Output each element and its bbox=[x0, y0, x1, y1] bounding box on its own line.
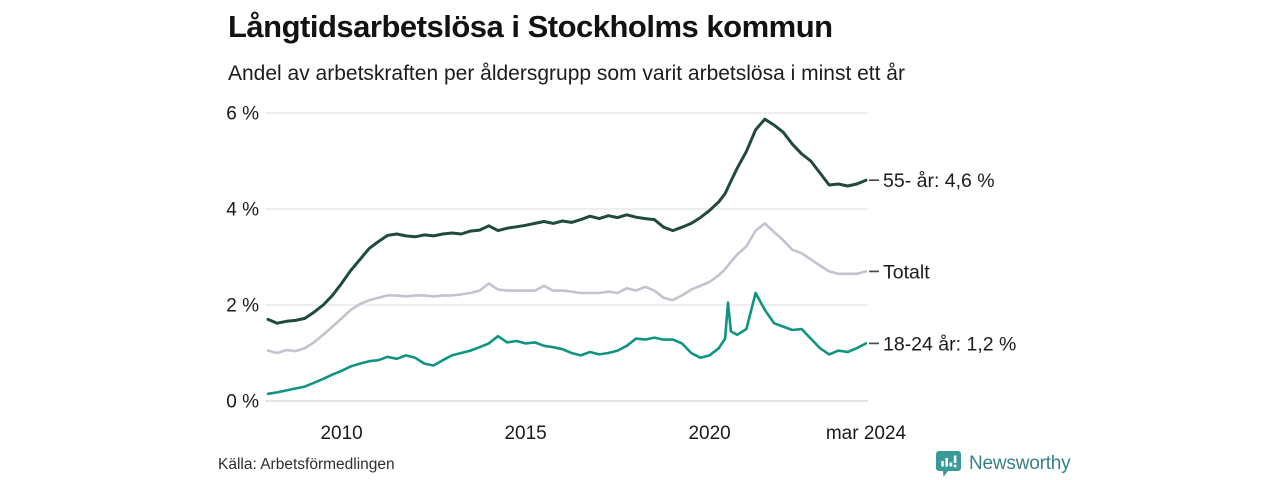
x-tick-label: 2010 bbox=[320, 423, 362, 444]
chart-subtitle: Andel av arbetskraften per åldersgrupp s… bbox=[228, 62, 905, 85]
x-tick-label: 2020 bbox=[688, 423, 730, 444]
line-series-Totalt bbox=[266, 222, 868, 355]
line-series-55- år bbox=[266, 117, 868, 325]
y-tick-label: 4 % bbox=[226, 200, 259, 221]
y-tick-label: 2 % bbox=[226, 296, 259, 317]
newsworthy-wordmark: Newsworthy bbox=[969, 453, 1071, 474]
series-end-label: 55- år: 4,6 % bbox=[883, 170, 995, 192]
source-note: Källa: Arbetsförmedlingen bbox=[218, 456, 395, 473]
newsworthy-logo-icon bbox=[936, 451, 961, 477]
line-series-18-24 år bbox=[266, 291, 868, 396]
x-tick-label: mar 2024 bbox=[826, 423, 907, 444]
y-tick-label: 0 % bbox=[226, 392, 259, 413]
newsworthy-branding: Newsworthy bbox=[936, 450, 1071, 478]
speech-bubble-shape bbox=[936, 451, 961, 477]
series-end-label: 18-24 år: 1,2 % bbox=[883, 333, 1016, 355]
x-tick-label: 2015 bbox=[504, 423, 546, 444]
y-tick-label: 6 % bbox=[226, 104, 259, 125]
series-end-label: Totalt bbox=[883, 261, 930, 283]
page-title: Långtidsarbetslösa i Stockholms kommun bbox=[228, 9, 833, 44]
